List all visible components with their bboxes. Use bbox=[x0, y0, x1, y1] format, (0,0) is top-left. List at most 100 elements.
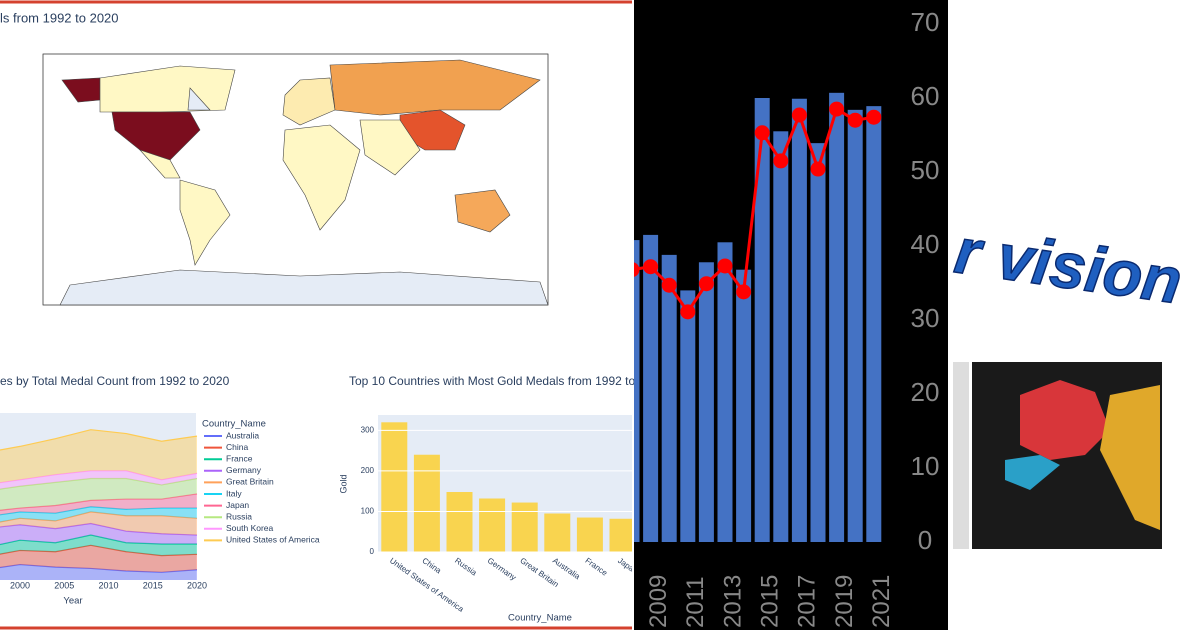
legend-label: France bbox=[226, 453, 253, 463]
y-tick-label: 300 bbox=[361, 426, 375, 435]
y-tick-label: 0 bbox=[370, 547, 375, 556]
legend-label: China bbox=[226, 442, 248, 452]
bar bbox=[829, 92, 845, 542]
legend-label: Russia bbox=[226, 511, 252, 521]
x-tick-label: 2000 bbox=[10, 580, 30, 590]
legend-title: Country_Name bbox=[202, 419, 266, 430]
y-tick-label: 200 bbox=[361, 466, 375, 475]
bar bbox=[544, 513, 571, 552]
map-title: ls from 1992 to 2020 bbox=[0, 10, 119, 25]
bar bbox=[847, 109, 863, 542]
x-tick-label: 2005 bbox=[54, 580, 74, 590]
world-map bbox=[42, 53, 549, 306]
area-line bbox=[0, 429, 198, 451]
y-axis-label: Gold bbox=[338, 474, 348, 493]
bar bbox=[634, 240, 640, 542]
bar bbox=[643, 234, 659, 542]
x-tick-label: 2019 bbox=[831, 575, 858, 628]
bar bbox=[381, 422, 408, 552]
legend-label: South Korea bbox=[226, 523, 274, 533]
bar bbox=[413, 454, 440, 552]
area-line bbox=[0, 477, 198, 490]
legend-label: United States of America bbox=[226, 535, 320, 545]
area-fill bbox=[0, 429, 197, 483]
area-line bbox=[0, 563, 198, 573]
y-tick-label: 50 bbox=[911, 155, 940, 185]
y-tick-label: 10 bbox=[911, 451, 940, 481]
area-line bbox=[0, 511, 198, 523]
line-point bbox=[847, 112, 863, 128]
legend-label: Germany bbox=[226, 465, 262, 475]
line-point bbox=[791, 107, 807, 123]
line-point bbox=[866, 109, 882, 125]
area-fill bbox=[0, 511, 197, 536]
x-tick-label: 2011 bbox=[682, 576, 709, 628]
line-point bbox=[810, 161, 826, 177]
legend-label: Australia bbox=[226, 430, 259, 440]
bar bbox=[698, 262, 714, 542]
bar bbox=[773, 131, 789, 543]
line-point bbox=[736, 284, 752, 300]
x-axis-label: Country_Name bbox=[508, 613, 572, 624]
bar bbox=[791, 98, 807, 543]
x-tick-label: 2013 bbox=[719, 575, 746, 628]
bar bbox=[661, 254, 677, 542]
fragment-text: r vision bbox=[951, 214, 1186, 317]
legend-label: Japan bbox=[226, 500, 249, 510]
x-tick-label: 2015 bbox=[143, 580, 163, 590]
chart-title: es by Total Medal Count from 1992 to 202… bbox=[0, 374, 230, 388]
y-tick-label: 60 bbox=[911, 81, 940, 111]
area-fill bbox=[0, 564, 197, 580]
x-tick-label: 2017 bbox=[794, 575, 821, 628]
bar bbox=[754, 98, 770, 542]
line-point bbox=[829, 101, 845, 117]
dark-plot: 2009 2011 2013 2015 2017 2019 2021 0 10 20 30 40 50 6… bbox=[634, 7, 940, 628]
area-fill bbox=[0, 523, 197, 545]
bar bbox=[576, 517, 603, 552]
area-line bbox=[0, 506, 197, 516]
x-axis-label: Year bbox=[63, 596, 82, 607]
bar bbox=[511, 502, 538, 552]
photo-strip bbox=[953, 362, 969, 549]
line-point bbox=[634, 262, 640, 277]
legend-label: Great Britain bbox=[226, 477, 274, 487]
line-point bbox=[698, 276, 714, 292]
line-point bbox=[754, 125, 770, 141]
line-point bbox=[643, 259, 659, 275]
area-fill bbox=[0, 470, 197, 490]
area-fill bbox=[0, 535, 197, 556]
area-fill bbox=[0, 478, 197, 511]
y-tick-label: 20 bbox=[911, 377, 940, 407]
area-line bbox=[0, 493, 198, 511]
area-line bbox=[0, 470, 198, 484]
bar bbox=[866, 106, 882, 542]
bar bbox=[479, 498, 506, 552]
line-point bbox=[661, 277, 677, 293]
bar bbox=[810, 143, 826, 542]
bar bbox=[609, 518, 632, 552]
bar bbox=[680, 290, 696, 542]
y-tick-label: 0 bbox=[918, 525, 932, 555]
x-tick-label: 2015 bbox=[757, 575, 784, 628]
area-plot bbox=[0, 429, 198, 580]
area-line bbox=[0, 534, 197, 546]
bar bbox=[446, 492, 473, 552]
line-point bbox=[680, 304, 696, 320]
x-tick-label: 2009 bbox=[645, 575, 672, 628]
segmentation-image bbox=[972, 362, 1162, 549]
area-line bbox=[0, 522, 198, 536]
bar bbox=[736, 269, 752, 542]
x-tick-label: 2010 bbox=[98, 580, 118, 590]
y-tick-label: 70 bbox=[911, 7, 940, 37]
x-tick-label: 2021 bbox=[868, 575, 895, 628]
chart-title: Top 10 Countries with Most Gold Medals f… bbox=[349, 374, 635, 388]
area-line bbox=[0, 544, 198, 557]
y-tick-label: 40 bbox=[911, 229, 940, 259]
y-tick-label: 30 bbox=[911, 303, 940, 333]
line-point bbox=[773, 153, 789, 169]
line-point bbox=[717, 258, 733, 274]
x-tick-label: 2020 bbox=[187, 580, 207, 590]
legend-label: Italy bbox=[226, 488, 242, 498]
y-tick-label: 100 bbox=[361, 507, 375, 516]
